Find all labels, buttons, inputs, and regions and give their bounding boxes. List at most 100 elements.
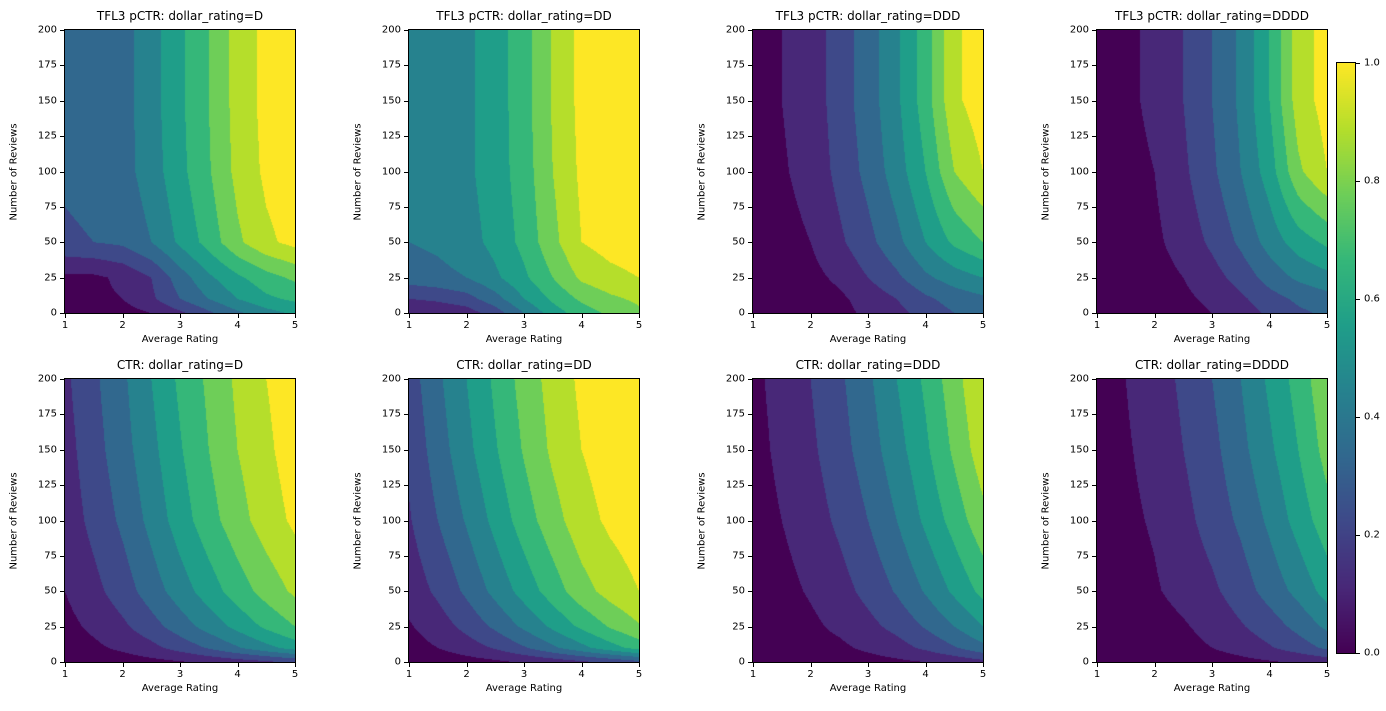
y-axis-label: Number of Reviews — [352, 122, 364, 221]
x-tick-label: 4 — [234, 669, 241, 680]
x-tick-mark — [1097, 663, 1098, 667]
y-tick-label: 150 — [1069, 95, 1089, 107]
y-tick-label: 125 — [725, 130, 745, 142]
y-tick-label: 200 — [725, 373, 745, 385]
x-axis-label: Average Rating — [141, 683, 219, 694]
y-tick-label: 125 — [381, 479, 401, 491]
y-tick-mark — [748, 626, 752, 628]
subplot-tfl3-pctr-dd: TFL3 pCTR: dollar_rating=DD Number of Re… — [353, 9, 643, 345]
y-tick-label: 75 — [1076, 201, 1089, 213]
y-tick-label: 200 — [381, 24, 401, 36]
y-tick-label: 0 — [738, 307, 745, 319]
y-tick-label: 25 — [388, 272, 401, 284]
x-tick-mark — [1269, 663, 1271, 667]
x-tick-label: 5 — [979, 320, 987, 331]
y-tick-mark — [748, 449, 752, 451]
y-tick-label: 100 — [725, 166, 745, 177]
y-tick-label: 100 — [37, 515, 57, 526]
x-tick-mark — [868, 663, 869, 667]
y-axis-label: Number of Reviews — [8, 122, 20, 221]
subplot-title: CTR: dollar_rating=DDD — [795, 358, 941, 372]
colorbar-tick-label: 1.0 — [1364, 57, 1380, 69]
y-tick-label: 175 — [37, 59, 57, 71]
y-tick-mark — [748, 414, 752, 416]
x-tick-mark — [295, 314, 296, 318]
y-tick-label: 75 — [44, 201, 57, 213]
x-tick-label: 2 — [807, 320, 814, 331]
y-tick-mark — [404, 313, 408, 314]
x-tick-mark — [466, 314, 468, 318]
subplot-ctr-ddd: CTR: dollar_rating=DDD Number of Reviews… — [697, 358, 987, 694]
y-tick-label: 50 — [732, 585, 745, 597]
colorbar: 0.0 0.2 0.4 0.6 0.8 1.0 — [1336, 58, 1380, 659]
y-tick-mark — [60, 485, 64, 487]
y-tick-mark — [1092, 449, 1096, 451]
y-tick-label: 150 — [725, 444, 745, 456]
y-tick-label: 200 — [1069, 373, 1089, 385]
y-tick-mark — [404, 555, 408, 557]
y-tick-label: 0 — [738, 656, 745, 668]
x-tick-mark — [868, 314, 869, 318]
y-axis-label: Number of Reviews — [696, 471, 708, 570]
x-tick-label: 4 — [1266, 320, 1273, 331]
y-tick-mark — [748, 30, 752, 31]
x-tick-label: 4 — [578, 320, 585, 331]
y-tick-label: 0 — [1082, 656, 1089, 668]
y-tick-mark — [748, 277, 752, 279]
x-tick-mark — [753, 314, 754, 318]
x-tick-mark — [409, 663, 410, 667]
y-tick-mark — [60, 555, 64, 557]
y-tick-mark — [404, 171, 408, 173]
subplot-ctr-d: CTR: dollar_rating=D Number of Reviews A… — [9, 358, 299, 694]
y-tick-label: 200 — [37, 24, 57, 36]
y-tick-mark — [748, 206, 752, 208]
x-tick-mark — [810, 314, 812, 318]
y-tick-mark — [404, 65, 408, 67]
x-tick-label: 5 — [635, 320, 643, 331]
y-tick-label: 175 — [37, 408, 57, 420]
subplot-title: TFL3 pCTR: dollar_rating=DDDD — [1115, 9, 1309, 23]
y-tick-mark — [1092, 662, 1096, 663]
y-tick-label: 125 — [37, 479, 57, 491]
x-tick-mark — [1269, 314, 1271, 318]
x-tick-mark — [1212, 314, 1213, 318]
contour-plot-canvas — [409, 30, 639, 313]
y-tick-label: 125 — [37, 130, 57, 142]
y-tick-label: 75 — [388, 201, 401, 213]
x-axis-label: Average Rating — [829, 683, 907, 694]
x-tick-mark — [122, 314, 124, 318]
y-tick-label: 175 — [725, 408, 745, 420]
y-tick-mark — [60, 626, 64, 628]
contour-plot-canvas — [753, 379, 983, 662]
y-tick-label: 25 — [44, 272, 57, 284]
y-tick-label: 100 — [725, 515, 745, 526]
y-tick-mark — [404, 277, 408, 279]
y-tick-mark — [748, 242, 752, 244]
y-tick-label: 75 — [1076, 550, 1089, 562]
y-tick-mark — [1092, 520, 1096, 522]
y-tick-mark — [748, 591, 752, 593]
y-tick-mark — [60, 100, 64, 102]
y-tick-mark — [748, 379, 752, 380]
subplot-tfl3-pctr-d: TFL3 pCTR: dollar_rating=D Number of Rev… — [9, 9, 299, 345]
y-tick-label: 175 — [1069, 59, 1089, 71]
y-tick-mark — [748, 555, 752, 557]
subplot-title: TFL3 pCTR: dollar_rating=DD — [436, 9, 612, 23]
x-tick-mark — [1154, 314, 1156, 318]
x-tick-mark — [581, 314, 583, 318]
x-tick-mark — [65, 663, 66, 667]
y-tick-mark — [748, 136, 752, 138]
x-tick-label: 3 — [176, 320, 184, 331]
y-tick-label: 0 — [394, 656, 401, 668]
y-tick-mark — [404, 100, 408, 102]
x-tick-label: 2 — [119, 669, 126, 680]
x-tick-label: 5 — [291, 320, 299, 331]
y-tick-label: 75 — [44, 550, 57, 562]
x-tick-mark — [983, 314, 984, 318]
x-axis-label: Average Rating — [1173, 683, 1251, 694]
y-tick-label: 50 — [1076, 236, 1089, 248]
x-tick-label: 2 — [463, 669, 470, 680]
y-tick-label: 0 — [50, 307, 57, 319]
x-tick-mark — [810, 663, 812, 667]
